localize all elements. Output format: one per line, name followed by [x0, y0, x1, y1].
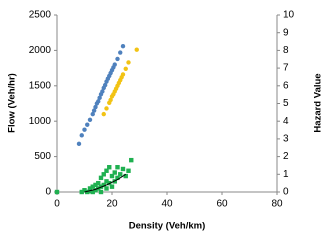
point [104, 168, 109, 173]
point [100, 89, 105, 94]
point [108, 97, 113, 103]
point [93, 188, 98, 193]
point [104, 106, 109, 111]
y2-tick-label: 9 [283, 27, 289, 38]
point [79, 133, 84, 138]
point [102, 82, 108, 88]
point [76, 141, 82, 147]
x-tick-label: 40 [161, 199, 173, 210]
point [90, 111, 95, 117]
point [87, 186, 93, 191]
y2-tick-label: 1 [283, 169, 289, 180]
y-tick-label: 2500 [29, 10, 52, 21]
y2-tick-label: 6 [283, 80, 289, 91]
point [98, 189, 104, 195]
x-tick-label: 60 [216, 199, 228, 210]
point [101, 182, 106, 188]
point [109, 173, 115, 179]
point [115, 56, 120, 62]
point [85, 189, 90, 195]
point [54, 189, 60, 195]
y2-axis-label: Hazard Value [313, 73, 324, 132]
point [120, 43, 126, 49]
point [82, 127, 87, 132]
y2-tick-label: 0 [283, 187, 289, 198]
y-tick-label: 1500 [29, 80, 52, 91]
y-tick-label: 0 [45, 187, 51, 198]
point [118, 172, 123, 177]
y2-tick-label: 2 [283, 151, 289, 162]
point [90, 184, 95, 189]
point [115, 165, 120, 170]
point [101, 172, 106, 177]
point [101, 111, 106, 117]
point [82, 188, 87, 193]
point [91, 108, 97, 113]
point [134, 47, 139, 52]
point [104, 186, 109, 191]
point [126, 60, 131, 65]
point [98, 175, 104, 181]
trend-line [84, 173, 127, 193]
point [104, 179, 109, 184]
y2-tick-label: 10 [283, 10, 295, 21]
point [112, 62, 117, 67]
point [112, 170, 117, 175]
point [115, 175, 120, 181]
point [96, 180, 101, 186]
point [118, 50, 123, 55]
point [123, 66, 128, 72]
x-axis-label: Density (Veh/km) [129, 221, 206, 232]
y2-tick-label: 5 [283, 98, 289, 109]
point [96, 99, 101, 104]
point [93, 104, 98, 110]
point [79, 189, 84, 195]
point [97, 95, 102, 101]
y2-tick-label: 3 [283, 134, 289, 145]
x-tick-label: 80 [271, 199, 283, 210]
y2-tick-label: 8 [283, 45, 289, 56]
point [129, 157, 134, 163]
x-tick-label: 0 [54, 199, 60, 210]
y-tick-label: 500 [34, 151, 51, 162]
point [120, 166, 126, 172]
y2-tick-label: 7 [283, 63, 289, 74]
point [90, 189, 95, 195]
y-axis-label: Flow (Veh/hr) [7, 73, 18, 133]
y-tick-label: 2000 [29, 45, 52, 56]
y2-tick-label: 4 [283, 116, 289, 127]
point [85, 122, 90, 127]
point [93, 182, 98, 188]
point [126, 168, 131, 173]
point [123, 173, 128, 179]
x-tick-label: 20 [106, 199, 118, 210]
point [109, 184, 115, 189]
point [107, 165, 112, 170]
point [120, 72, 126, 77]
point [87, 117, 93, 122]
y-tick-label: 1000 [29, 116, 52, 127]
